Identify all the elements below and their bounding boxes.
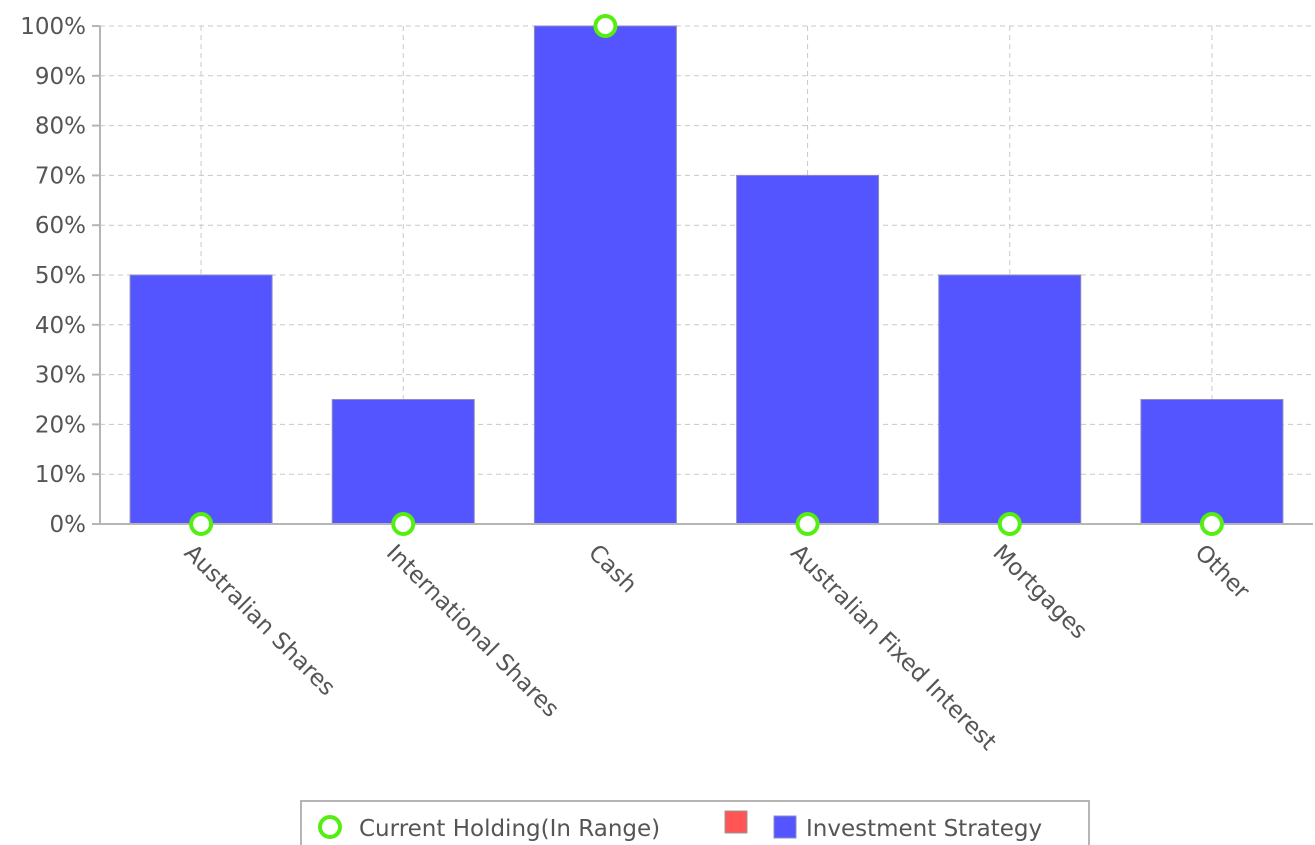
x-tick-label: International Shares bbox=[381, 540, 564, 723]
y-tick-label: 20% bbox=[35, 412, 86, 438]
y-tick-label: 50% bbox=[35, 263, 86, 289]
grid bbox=[100, 25, 1313, 524]
legend-blue-square-icon bbox=[773, 815, 797, 839]
bars bbox=[129, 25, 1284, 525]
y-tick-label: 30% bbox=[35, 363, 86, 389]
bar-international-shares[interactable] bbox=[331, 399, 475, 525]
markers bbox=[189, 14, 1224, 536]
bar-other[interactable] bbox=[1140, 399, 1284, 525]
y-tick-label: 80% bbox=[35, 114, 86, 140]
x-tick-label: Other bbox=[1190, 540, 1255, 605]
holding-marker-cash[interactable] bbox=[593, 14, 618, 38]
y-tick-label: 70% bbox=[35, 163, 86, 189]
y-tick-label: 90% bbox=[35, 64, 86, 90]
bar-cash[interactable] bbox=[533, 25, 677, 525]
bar-australian-fixed-interest[interactable] bbox=[736, 174, 880, 525]
x-tick-label: Mortgages bbox=[988, 540, 1093, 645]
axes bbox=[92, 25, 1313, 525]
holding-marker-other[interactable] bbox=[1199, 512, 1224, 536]
holding-marker-australian-fixed-interest[interactable] bbox=[795, 512, 820, 536]
bar-mortgages[interactable] bbox=[938, 274, 1082, 525]
legend-ring-icon bbox=[318, 815, 342, 839]
holding-marker-international-shares[interactable] bbox=[391, 512, 416, 536]
legend-box bbox=[300, 800, 1090, 845]
x-tick-labels: Australian Shares International Shares Cas… bbox=[179, 540, 1255, 756]
y-tick-label: 40% bbox=[35, 313, 86, 339]
x-tick-label: Australian Fixed Interest bbox=[785, 540, 1001, 756]
y-tick-label: 10% bbox=[35, 462, 86, 488]
x-tick-label: Cash bbox=[583, 540, 641, 598]
y-tick-label: 0% bbox=[50, 512, 87, 538]
y-tick-labels: 0% 10% 20% 30% 40% 50% 60% 70% 80% 90% 100% bbox=[20, 14, 86, 538]
legend-label-current-holding: Current Holding(In Range) bbox=[359, 816, 660, 842]
holding-marker-mortgages[interactable] bbox=[997, 512, 1022, 536]
y-tick-label: 60% bbox=[35, 213, 86, 239]
legend: Current Holding(In Range) Investment Stra… bbox=[300, 800, 1090, 845]
y-tick-label: 100% bbox=[20, 14, 86, 40]
legend-red-square-icon bbox=[724, 810, 748, 834]
holding-marker-australian-shares[interactable] bbox=[189, 512, 214, 536]
legend-label-investment-strategy: Investment Strategy bbox=[806, 816, 1042, 842]
x-tick-label: Australian Shares bbox=[179, 540, 340, 701]
bar-australian-shares[interactable] bbox=[129, 274, 273, 525]
